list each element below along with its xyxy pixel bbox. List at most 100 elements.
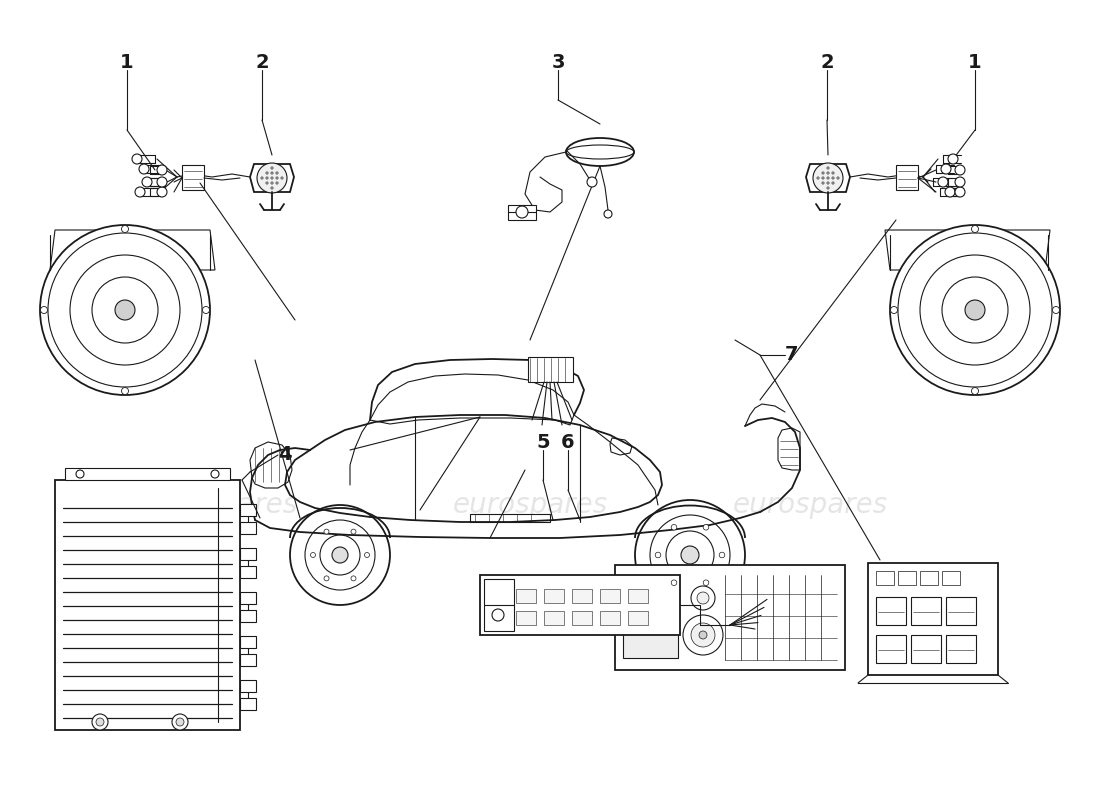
Bar — [946, 597, 976, 625]
Circle shape — [971, 226, 979, 233]
Circle shape — [817, 177, 820, 179]
Circle shape — [683, 615, 723, 655]
Bar — [876, 571, 894, 585]
Circle shape — [271, 182, 273, 184]
Circle shape — [266, 177, 268, 179]
Circle shape — [257, 163, 287, 193]
Circle shape — [70, 255, 180, 365]
Polygon shape — [886, 230, 1050, 270]
Text: 1: 1 — [120, 53, 134, 71]
Circle shape — [324, 529, 329, 534]
Circle shape — [351, 576, 356, 581]
Circle shape — [172, 714, 188, 730]
Circle shape — [635, 500, 745, 610]
Circle shape — [266, 172, 268, 174]
Polygon shape — [50, 230, 215, 270]
Circle shape — [271, 177, 273, 179]
Circle shape — [703, 525, 708, 530]
Circle shape — [276, 182, 278, 184]
Circle shape — [116, 300, 135, 320]
Circle shape — [691, 623, 715, 647]
Bar — [623, 612, 635, 622]
Bar — [544, 589, 564, 603]
Text: eurospares: eurospares — [733, 491, 888, 519]
Circle shape — [139, 164, 148, 174]
Bar — [240, 698, 256, 710]
Bar — [876, 635, 906, 663]
Bar — [946, 635, 976, 663]
Bar — [528, 357, 573, 382]
Circle shape — [965, 300, 985, 320]
Bar — [488, 589, 508, 603]
Bar — [666, 612, 676, 622]
Circle shape — [324, 576, 329, 581]
Polygon shape — [778, 428, 800, 470]
Circle shape — [822, 172, 824, 174]
Text: 4: 4 — [278, 446, 292, 465]
Circle shape — [832, 182, 834, 184]
Circle shape — [681, 546, 698, 564]
Bar — [240, 610, 256, 622]
Text: 6: 6 — [561, 433, 575, 451]
Circle shape — [305, 520, 375, 590]
Circle shape — [96, 718, 104, 726]
Circle shape — [656, 552, 661, 558]
Bar — [516, 611, 536, 625]
Circle shape — [320, 535, 360, 575]
Bar — [651, 612, 663, 622]
Circle shape — [157, 177, 167, 187]
Bar — [615, 565, 845, 670]
Bar — [240, 548, 256, 560]
Ellipse shape — [566, 138, 634, 166]
Circle shape — [955, 187, 965, 197]
Circle shape — [898, 233, 1052, 387]
Circle shape — [822, 182, 824, 184]
Bar — [508, 205, 536, 220]
Circle shape — [697, 592, 710, 604]
Bar — [876, 597, 906, 625]
Bar — [628, 589, 648, 603]
Bar — [868, 563, 998, 675]
Circle shape — [671, 580, 676, 586]
Bar — [623, 592, 678, 602]
Circle shape — [266, 182, 268, 184]
Polygon shape — [250, 442, 292, 488]
Text: eurospares: eurospares — [452, 491, 607, 519]
Circle shape — [650, 515, 730, 595]
Polygon shape — [610, 438, 632, 455]
Text: 1: 1 — [968, 53, 982, 71]
Bar — [911, 635, 940, 663]
Circle shape — [121, 226, 129, 233]
Circle shape — [691, 586, 715, 610]
Circle shape — [276, 172, 278, 174]
Circle shape — [938, 177, 948, 187]
Bar — [600, 589, 620, 603]
Circle shape — [48, 233, 202, 387]
Circle shape — [666, 531, 714, 579]
Circle shape — [587, 177, 597, 187]
Circle shape — [310, 553, 316, 558]
Bar — [240, 592, 256, 604]
Circle shape — [719, 552, 725, 558]
Bar — [898, 571, 916, 585]
Circle shape — [121, 387, 129, 394]
Circle shape — [202, 306, 209, 314]
Text: eurospares: eurospares — [142, 491, 298, 519]
Text: 5: 5 — [536, 433, 550, 451]
Circle shape — [40, 225, 210, 395]
Circle shape — [891, 306, 898, 314]
Circle shape — [211, 470, 219, 478]
Bar — [240, 566, 256, 578]
Circle shape — [261, 177, 263, 179]
Circle shape — [827, 172, 829, 174]
Bar — [544, 611, 564, 625]
Circle shape — [276, 177, 278, 179]
Circle shape — [827, 186, 829, 190]
Circle shape — [955, 177, 965, 187]
Circle shape — [832, 172, 834, 174]
Circle shape — [271, 186, 273, 190]
Text: 2: 2 — [821, 53, 834, 71]
Circle shape — [604, 210, 612, 218]
Text: 3: 3 — [551, 53, 564, 71]
Circle shape — [92, 277, 158, 343]
